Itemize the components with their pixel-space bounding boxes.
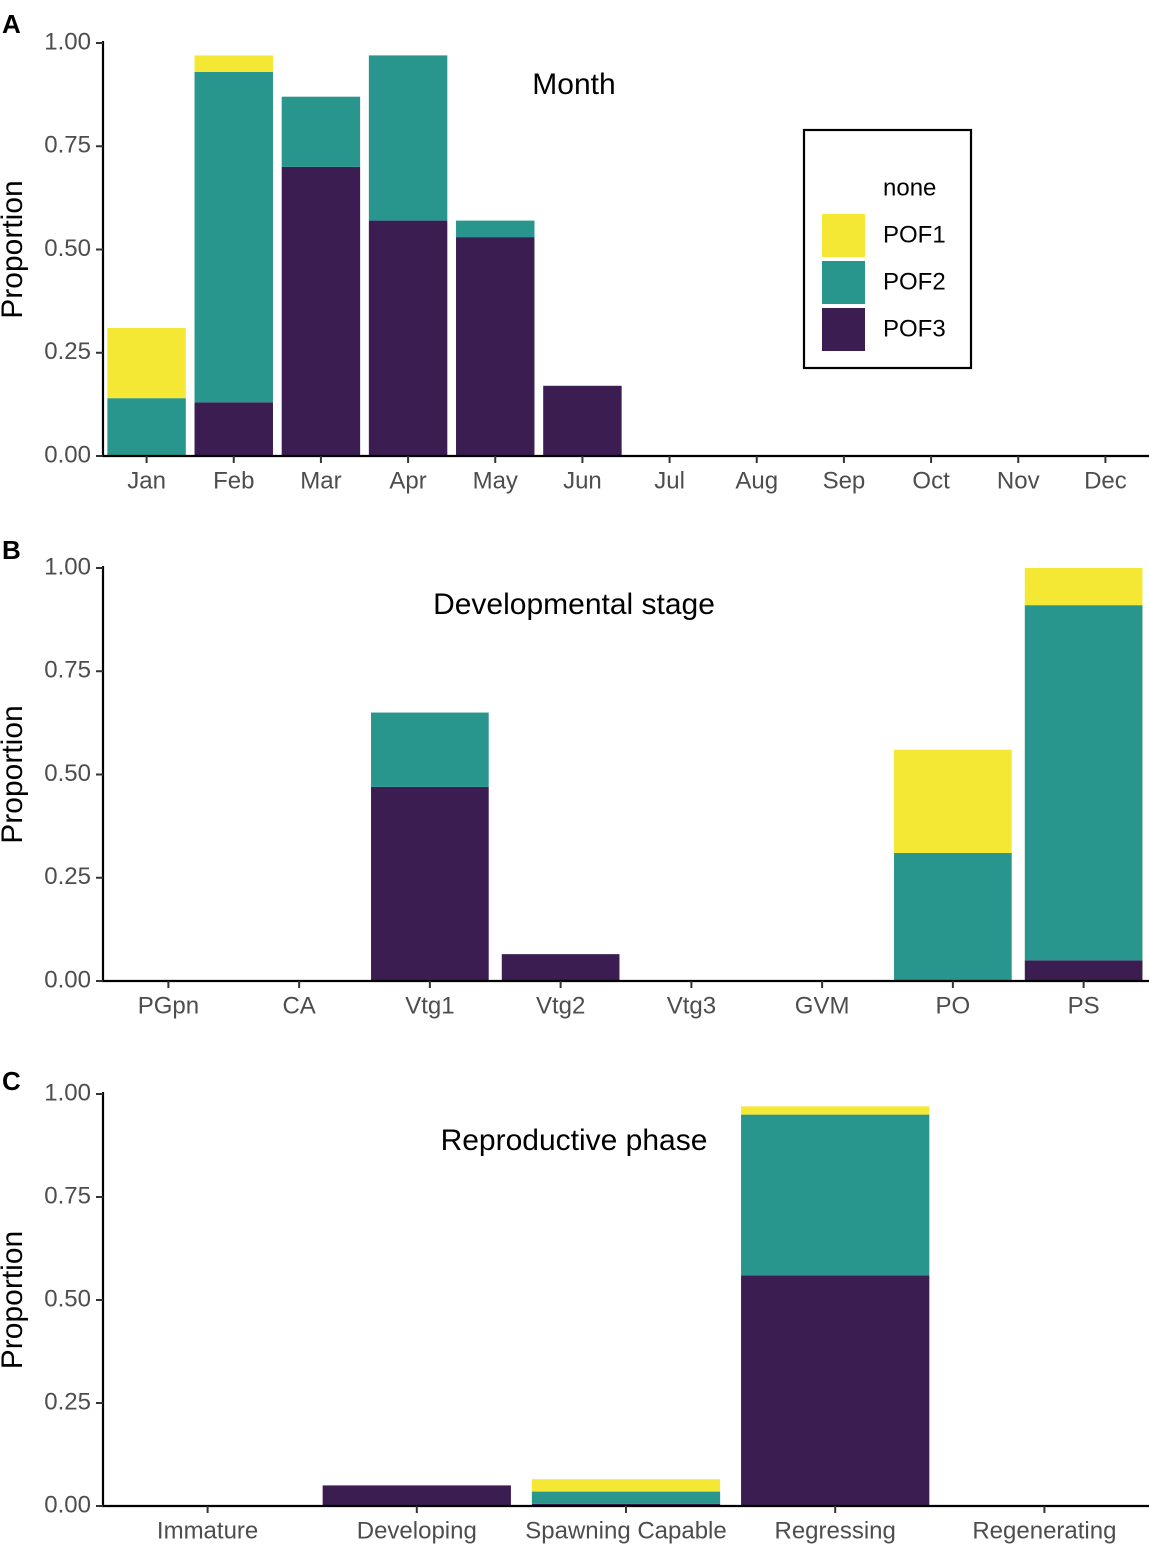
legend-label-pof2: POF2 [883, 268, 946, 295]
y-tick-label: 0.75 [44, 1182, 91, 1209]
x-tick-label: PGpn [138, 992, 199, 1019]
x-tick-label: CA [282, 992, 315, 1019]
bar-pof2-regressing [741, 1114, 930, 1276]
x-tick-label: Apr [389, 467, 426, 494]
bar-pof3-may [456, 237, 535, 456]
bar-pof3-ps [1024, 960, 1143, 981]
bar-pof2-vtg1 [371, 712, 489, 787]
y-tick-label: 0.75 [44, 132, 91, 159]
panel-title: Month [532, 68, 615, 101]
bar-pof2-spawning-capable [531, 1491, 721, 1504]
x-tick-label: Mar [300, 467, 341, 494]
panel-title: Reproductive phase [441, 1124, 708, 1157]
legend-swatch-none [822, 167, 865, 210]
panel-title: Developmental stage [433, 588, 715, 621]
panel-letter: C [2, 1066, 21, 1096]
bar-pof2-apr [368, 55, 448, 221]
legend-swatch-pof2 [822, 261, 865, 304]
y-tick-label: 0.25 [44, 338, 91, 365]
bars [322, 1106, 930, 1506]
y-tick-label: 1.00 [44, 1079, 91, 1106]
y-axis-title: Proportion [0, 1231, 29, 1369]
y-tick-label: 0.00 [44, 1491, 91, 1518]
bar-pof1-feb [194, 55, 273, 72]
bar-pof3-developing [322, 1485, 511, 1506]
y-tick-label: 0.75 [44, 657, 91, 684]
bar-pof3-feb [194, 402, 273, 456]
bar-pof2-jan [107, 398, 186, 456]
x-tick-label: Regenerating [972, 1517, 1116, 1544]
bar-pof2-may [456, 220, 535, 238]
bar-pof3-jun [543, 385, 622, 456]
y-tick-label: 0.25 [44, 863, 91, 890]
x-tick-label: Vtg1 [405, 992, 454, 1019]
panel-a: A 0.00 0.25 0.50 0.75 1.00 Jan Feb Mar Apr May Jun J… [0, 9, 1149, 494]
x-tick-label: Nov [997, 467, 1040, 494]
x-tick-label: Regressing [774, 1517, 895, 1544]
legend: none POF1 POF2 POF3 [802, 128, 973, 370]
bar-pof1-regressing [741, 1106, 930, 1115]
y-tick-label: 0.25 [44, 1388, 91, 1415]
x-tick-label: PS [1068, 992, 1100, 1019]
panel-letter: B [2, 535, 21, 565]
y-tick-label: 1.00 [44, 28, 91, 55]
x-tick-label: May [473, 467, 518, 494]
y-axis-title: Proportion [0, 180, 29, 318]
bar-pof3-mar [281, 166, 361, 456]
legend-label-pof3: POF3 [883, 315, 946, 342]
y-tick-label: 0.50 [44, 235, 91, 262]
bar-pof1-po [894, 749, 1012, 853]
x-tick-label: Oct [912, 467, 950, 494]
bar-pof3-apr [368, 220, 448, 456]
legend-label-none: none [883, 174, 936, 201]
legend-swatch-pof1 [822, 214, 865, 257]
y-tick-label: 1.00 [44, 553, 91, 580]
x-tick-label: Spawning Capable [525, 1517, 726, 1544]
x-tick-label: Jan [127, 467, 166, 494]
bar-pof2-mar [281, 96, 361, 167]
bar-pof1-jan [107, 327, 186, 399]
y-tick-label: 0.50 [44, 1285, 91, 1312]
x-tick-label: Feb [213, 467, 254, 494]
x-tick-label: Developing [357, 1517, 477, 1544]
bar-pof2-ps [1024, 605, 1143, 961]
y-tick-label: 0.00 [44, 441, 91, 468]
bar-pof2-po [894, 852, 1012, 981]
bar-pof3-vtg2 [501, 954, 620, 981]
x-tick-label: GVM [795, 992, 850, 1019]
x-tick-label: Jul [654, 467, 685, 494]
x-tick-label: Vtg2 [536, 992, 585, 1019]
x-tick-label: PO [936, 992, 971, 1019]
x-tick-label: Immature [157, 1517, 258, 1544]
legend-label-pof1: POF1 [883, 221, 946, 248]
x-tick-label: Vtg3 [667, 992, 716, 1019]
x-tick-label: Jun [563, 467, 602, 494]
y-tick-label: 0.50 [44, 760, 91, 787]
x-tick-label: Aug [735, 467, 778, 494]
x-tick-label: Sep [823, 467, 866, 494]
bar-pof2-feb [194, 71, 273, 403]
x-tick-label: Dec [1084, 467, 1127, 494]
panel-b: B 0.00 0.25 0.50 0.75 1.00 PGpn CA Vtg1 Vtg2 Vtg3 G… [0, 535, 1149, 1019]
y-tick-label: 0.00 [44, 966, 91, 993]
panel-letter: A [2, 9, 21, 39]
y-axis-title: Proportion [0, 705, 29, 843]
bars [371, 568, 1143, 981]
panel-c: C 0.00 0.25 0.50 0.75 1.00 Immature Developing S… [0, 1066, 1149, 1544]
bar-pof1-spawning-capable [531, 1479, 721, 1492]
legend-swatch-pof3 [822, 308, 865, 351]
bar-pof1-ps [1024, 568, 1143, 606]
bar-pof3-regressing [741, 1275, 930, 1506]
bar-pof3-vtg1 [371, 786, 489, 981]
bars [107, 55, 622, 456]
